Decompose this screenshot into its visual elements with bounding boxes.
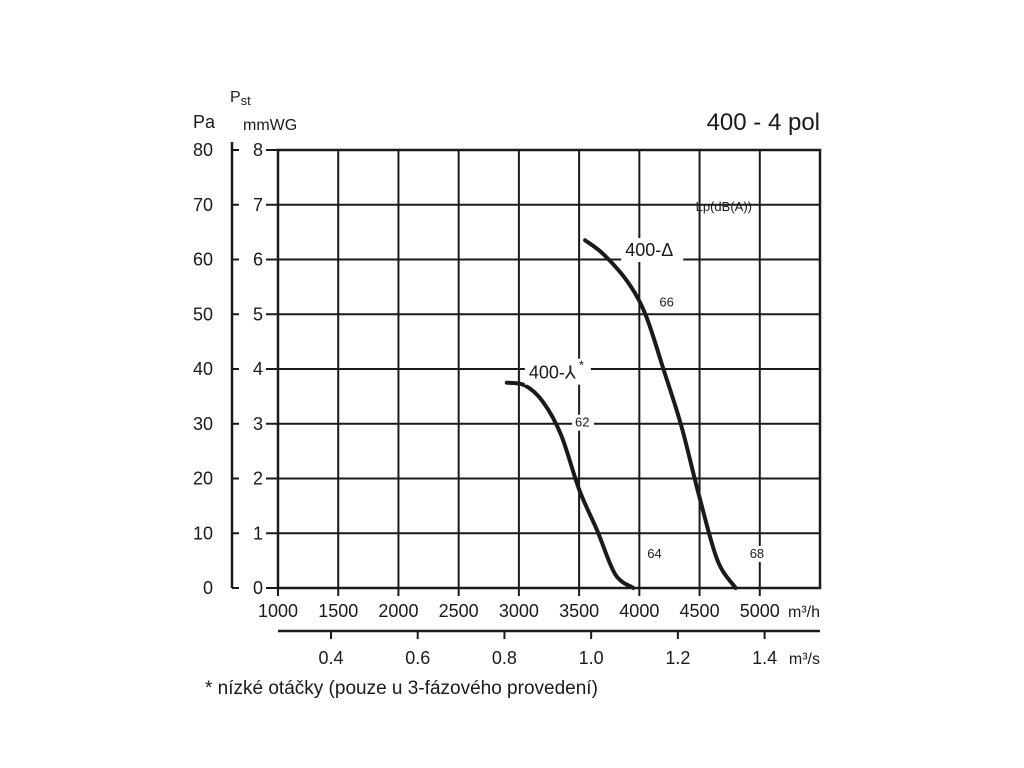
y-left-tick-label: 60 <box>193 250 213 270</box>
y-symbol-main: P <box>230 89 241 106</box>
y-symbol-sub: st <box>241 93 252 108</box>
y-left-tick-label: 0 <box>203 578 213 598</box>
y-left-tick-label: 40 <box>193 359 213 379</box>
x-top-tick-label: 3000 <box>499 601 539 621</box>
series-label-bg <box>621 238 684 263</box>
y-right-tick-label: 1 <box>253 523 263 543</box>
y-left-tick-label: 70 <box>193 195 213 215</box>
y-right-tick-label: 2 <box>253 469 263 489</box>
y-right-unit: mmWG <box>243 117 297 134</box>
y-right-tick-label: 8 <box>253 140 263 160</box>
y-left-tick-label: 80 <box>193 140 213 160</box>
x-top-tick-label: 1500 <box>318 601 358 621</box>
noise-label-bg <box>656 294 679 311</box>
x-bottom-tick-label: 1.0 <box>579 648 604 668</box>
y-left-tick-label: 30 <box>193 414 213 434</box>
y-left-unit: Pa <box>193 112 216 132</box>
x-top-tick-label: 2500 <box>439 601 479 621</box>
series-line-1 <box>504 380 636 590</box>
x-bottom-unit: m³/s <box>789 651 820 668</box>
noise-point-label: 64 <box>647 546 661 561</box>
noise-point-label: 68 <box>750 546 764 561</box>
y-right-tick-label: 0 <box>253 578 263 598</box>
series-label-bg <box>524 358 591 385</box>
x-top-tick-label: 1000 <box>258 601 298 621</box>
noise-label-bg <box>644 546 667 562</box>
series-marker-1: * <box>579 358 584 373</box>
noise-label-bg <box>572 414 595 431</box>
series-label-0: 400-Δ <box>625 240 673 260</box>
series-line-0 <box>583 238 738 590</box>
x-top-tick-label: 4500 <box>680 601 720 621</box>
x-bottom-tick-label: 0.6 <box>405 648 430 668</box>
y-right-tick-label: 5 <box>253 304 263 324</box>
y-left-tick-label: 10 <box>193 523 213 543</box>
noise-label-bg <box>746 546 769 562</box>
axis-labels: 0 10 20 30 40 50 60 70 80 0 1 2 3 4 5 6 7 8 1000 1500 2000 25… <box>193 140 780 668</box>
x-top-tick-label: 5000 <box>740 601 780 621</box>
y-left-tick-label: 50 <box>193 304 213 324</box>
noise-point-label: 66 <box>659 294 673 309</box>
y-right-tick-label: 7 <box>253 195 263 215</box>
footnote: * nízké otáčky (pouze u 3-fázového prove… <box>205 678 598 699</box>
noise-label: Lp(dB(A)) <box>696 199 752 214</box>
x-bottom-tick-label: 1.4 <box>752 648 777 668</box>
chart-title: 400 - 4 pol <box>707 109 820 136</box>
x-bottom-tick-label: 0.4 <box>318 648 343 668</box>
x-top-tick-label: 3500 <box>559 601 599 621</box>
y-right-tick-label: 4 <box>253 359 263 379</box>
series: 66 68 62 64 400-Δ 400-⅄ * <box>504 238 769 590</box>
axes <box>230 142 822 639</box>
y-right-tick-label: 6 <box>253 250 263 270</box>
noise-point-label: 62 <box>575 415 589 430</box>
y-right-tick-label: 3 <box>253 414 263 434</box>
x-bottom-tick-label: 0.8 <box>492 648 517 668</box>
x-top-tick-label: 4000 <box>619 601 659 621</box>
y-symbol: Pst <box>230 89 251 108</box>
series-label-1: 400-⅄ <box>529 363 577 383</box>
y-left-tick-label: 20 <box>193 469 213 489</box>
x-top-tick-label: 2000 <box>378 601 418 621</box>
x-bottom-tick-label: 1.2 <box>665 648 690 668</box>
x-top-unit: m³/h <box>788 604 820 621</box>
